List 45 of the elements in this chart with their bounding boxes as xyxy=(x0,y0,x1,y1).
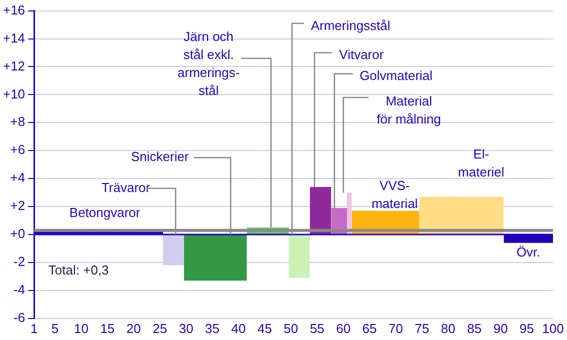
text: Snickerier xyxy=(130,149,190,164)
y-tick-label: +16 xyxy=(2,2,26,18)
y-tick-label: +6 xyxy=(10,142,26,158)
text: Trävaror xyxy=(101,180,151,195)
series-label: El-materiel xyxy=(458,146,504,180)
text: Golvmaterial xyxy=(360,68,433,84)
x-tick-label: 40 xyxy=(231,320,246,336)
text: Vitvaror xyxy=(339,47,384,62)
y-tick-label: +10 xyxy=(2,86,26,102)
x-tick-label: 35 xyxy=(205,320,220,336)
x-tick-label: 100 xyxy=(542,320,564,336)
y-tick-label: -4 xyxy=(13,282,26,298)
x-tick-label: 80 xyxy=(440,320,456,336)
x-tick-label: 50 xyxy=(284,320,298,336)
y-tick-label: +14 xyxy=(2,30,26,46)
y-tick-label: +12 xyxy=(2,58,26,74)
x-tick-label: 1 xyxy=(30,320,38,336)
x-tick-label: 65 xyxy=(362,320,377,336)
x-tick-label: 45 xyxy=(257,320,272,336)
series-label: VVS-material xyxy=(372,178,418,211)
y-tick-label: +8 xyxy=(10,114,26,130)
y-tick-label: +0 xyxy=(10,226,26,242)
x-tick-label: 30 xyxy=(178,320,194,336)
x-tick-label: 75 xyxy=(414,320,430,336)
y-tick-label: -2 xyxy=(13,254,26,270)
x-tick-label: 20 xyxy=(126,320,141,336)
x-tick-label: 25 xyxy=(152,320,168,336)
x-tick-label: 10 xyxy=(74,320,88,336)
x-tick-label: 55 xyxy=(310,320,324,336)
series-label: Övr. xyxy=(516,244,540,260)
text: Armeringsstål xyxy=(310,18,390,33)
x-tick-label: 60 xyxy=(336,320,351,336)
y-tick-label: +4 xyxy=(10,170,26,186)
ref-line-label: Total: +0,3 xyxy=(48,262,109,278)
x-tick-label: 70 xyxy=(388,320,403,336)
y-tick-label: +2 xyxy=(10,198,26,214)
series-label: Betongvaror xyxy=(69,205,141,220)
y-tick-label: -6 xyxy=(13,310,26,325)
text: Material för målning xyxy=(376,93,442,126)
x-tick-label: 95 xyxy=(520,320,534,336)
x-tick-label: 90 xyxy=(493,320,508,336)
x-tick-label: 85 xyxy=(467,320,482,336)
text: Järn och stål exkl. armerings-stål xyxy=(178,28,240,98)
x-tick-label: 5 xyxy=(51,320,59,336)
x-tick-label: 15 xyxy=(100,320,115,336)
